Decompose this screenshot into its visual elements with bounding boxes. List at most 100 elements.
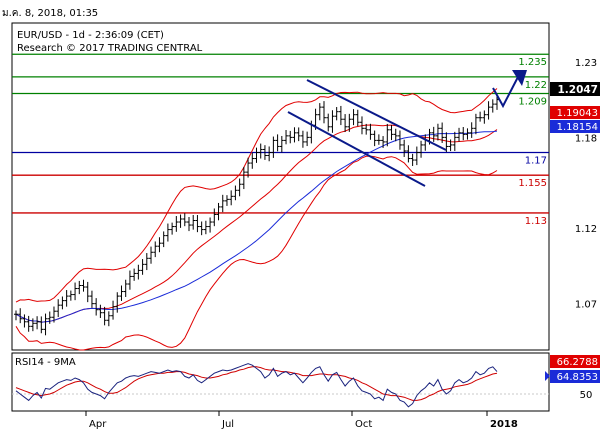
price-bar	[144, 253, 149, 271]
forecast-arrow-head-icon	[512, 70, 527, 86]
timestamp: ม.ค. 8, 2018, 01:35	[2, 8, 98, 19]
price-bar	[22, 314, 27, 328]
price-bar	[262, 145, 267, 160]
level-label-5: 1.13	[525, 216, 547, 227]
price-bar	[208, 217, 213, 233]
price-bar	[68, 290, 73, 301]
price-bar	[368, 123, 373, 140]
channel-lower-line	[287, 111, 426, 187]
price-bar	[195, 215, 200, 233]
price-bar	[478, 111, 483, 122]
rsi-value: 64.8353	[557, 372, 598, 383]
price-bar	[381, 136, 386, 148]
price-bar	[292, 127, 297, 143]
price-bar	[60, 296, 65, 310]
level-label-0: 1.235	[518, 57, 547, 68]
price-bar	[461, 127, 466, 141]
price-bar	[119, 285, 124, 301]
price-bar	[334, 107, 339, 121]
price-bar	[469, 122, 474, 138]
level-label-1: 1.22	[525, 80, 547, 91]
current-price-badge	[550, 82, 600, 96]
price-bar	[165, 223, 170, 242]
price-bar	[81, 279, 86, 292]
price-bar	[414, 146, 419, 166]
price-bar	[111, 300, 116, 320]
price-bar	[47, 311, 52, 324]
price-bar	[216, 202, 221, 221]
forecast-arrow-path	[492, 74, 520, 109]
price-bar	[56, 299, 61, 318]
price-bar	[490, 99, 495, 113]
price-bar	[284, 130, 289, 145]
symbol-line: EUR/USD - 1d - 2:36:09 (CET)	[17, 30, 164, 41]
price-bar	[431, 126, 436, 142]
price-bar	[170, 222, 175, 235]
channel-upper-line	[306, 79, 447, 151]
price-bar	[35, 316, 40, 330]
price-panel	[11, 22, 550, 351]
price-bar	[250, 152, 255, 169]
price-bar	[132, 268, 137, 281]
price-bar	[343, 114, 348, 133]
price-bar	[73, 282, 78, 301]
x-tick-label-0: Apr	[89, 419, 107, 430]
price-bar	[191, 215, 196, 230]
bollinger-upper-band	[15, 88, 498, 303]
rsi-panel	[11, 352, 550, 412]
price-bar	[77, 280, 82, 295]
price-bar	[39, 316, 44, 334]
price-bar	[237, 178, 242, 197]
x-tick-label-2: Oct	[355, 419, 372, 430]
price-bar	[389, 124, 394, 141]
price-bar	[300, 130, 305, 148]
price-bar	[347, 113, 352, 132]
price-bar	[94, 298, 99, 316]
price-bar	[397, 130, 402, 150]
price-bar	[482, 110, 487, 124]
price-bar	[85, 281, 90, 303]
price-bar	[89, 290, 94, 308]
price-bar	[220, 194, 225, 213]
price-bar	[258, 143, 263, 159]
price-bar	[473, 113, 478, 135]
rsi-ma-badge	[550, 355, 600, 368]
price-bar	[351, 109, 356, 126]
price-bar	[161, 231, 166, 248]
price-bar	[106, 311, 111, 327]
price-bar	[212, 208, 217, 227]
price-bar	[149, 246, 154, 264]
price-bar	[14, 310, 18, 321]
x-tick-label-3: 2018	[490, 419, 518, 430]
rsi-pointer-icon	[545, 371, 550, 381]
key-levels: 1.235 1.22 1.209 1.17 1.155 1.13	[12, 53, 549, 227]
price-y-axis: 1.23 1.18 1.12 1.07	[575, 58, 597, 311]
price-bar	[376, 134, 381, 145]
rsi-tick-50: 50	[580, 390, 593, 401]
price-bar	[419, 140, 424, 158]
price-tick-label-3: 1.07	[575, 300, 597, 311]
price-bar	[452, 131, 457, 151]
price-bar	[372, 130, 377, 147]
price-bar	[326, 113, 331, 132]
x-tick-label-1: Jul	[221, 419, 234, 430]
price-bar	[186, 216, 191, 232]
x-axis: Apr Jul Oct 2018	[85, 411, 518, 430]
price-bar	[444, 132, 449, 153]
price-bar	[322, 101, 327, 124]
price-bar	[233, 185, 238, 201]
price-bar	[406, 145, 411, 163]
price-bar	[123, 279, 128, 297]
price-bar	[199, 221, 204, 236]
price-bar	[241, 166, 246, 190]
price-bar	[18, 308, 23, 324]
price-bar	[465, 128, 470, 140]
price-bar	[246, 157, 251, 178]
price-bar	[275, 134, 280, 152]
price-bar	[224, 195, 229, 206]
level-label-2: 1.209	[518, 97, 547, 108]
rsi-line	[15, 363, 498, 408]
price-bar	[136, 264, 141, 280]
ohlc-bars	[14, 93, 499, 336]
